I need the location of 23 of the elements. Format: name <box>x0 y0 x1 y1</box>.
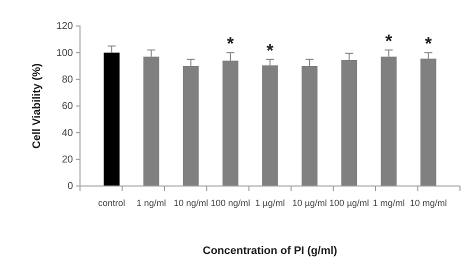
bar <box>104 52 120 186</box>
annotation: * <box>266 40 274 60</box>
x-tick-label: 1 ng/ml <box>136 198 166 208</box>
y-tick-label: 100 <box>56 48 74 59</box>
annotation: * <box>226 34 234 54</box>
x-tick-label: 100 ng/ml <box>210 198 250 208</box>
x-tick-label: 10 µg/ml <box>292 198 327 208</box>
y-tick-label: 40 <box>62 128 74 139</box>
x-tick-label: 10 ng/ml <box>174 198 208 208</box>
y-tick-label: 120 <box>56 21 74 32</box>
annotation: * <box>385 31 392 51</box>
x-tick-label: control <box>98 198 126 208</box>
x-tick-label: 100 µg/ml <box>329 198 370 208</box>
annotation: * <box>424 34 432 54</box>
y-axis-title: Cell Viability (%) <box>31 62 43 149</box>
x-axis-title: Concentration of PI (g/ml) <box>202 245 338 257</box>
y-tick-label: 0 <box>67 181 74 192</box>
y-tick-label: 60 <box>62 101 74 112</box>
x-tick-label: 10 mg/ml <box>410 198 447 208</box>
y-tick-label: 80 <box>62 74 74 86</box>
y-tick-label: 20 <box>62 154 74 166</box>
x-tick-label: 1 mg/ml <box>372 198 405 208</box>
x-tick-label: 1 µg/ml <box>255 198 285 208</box>
